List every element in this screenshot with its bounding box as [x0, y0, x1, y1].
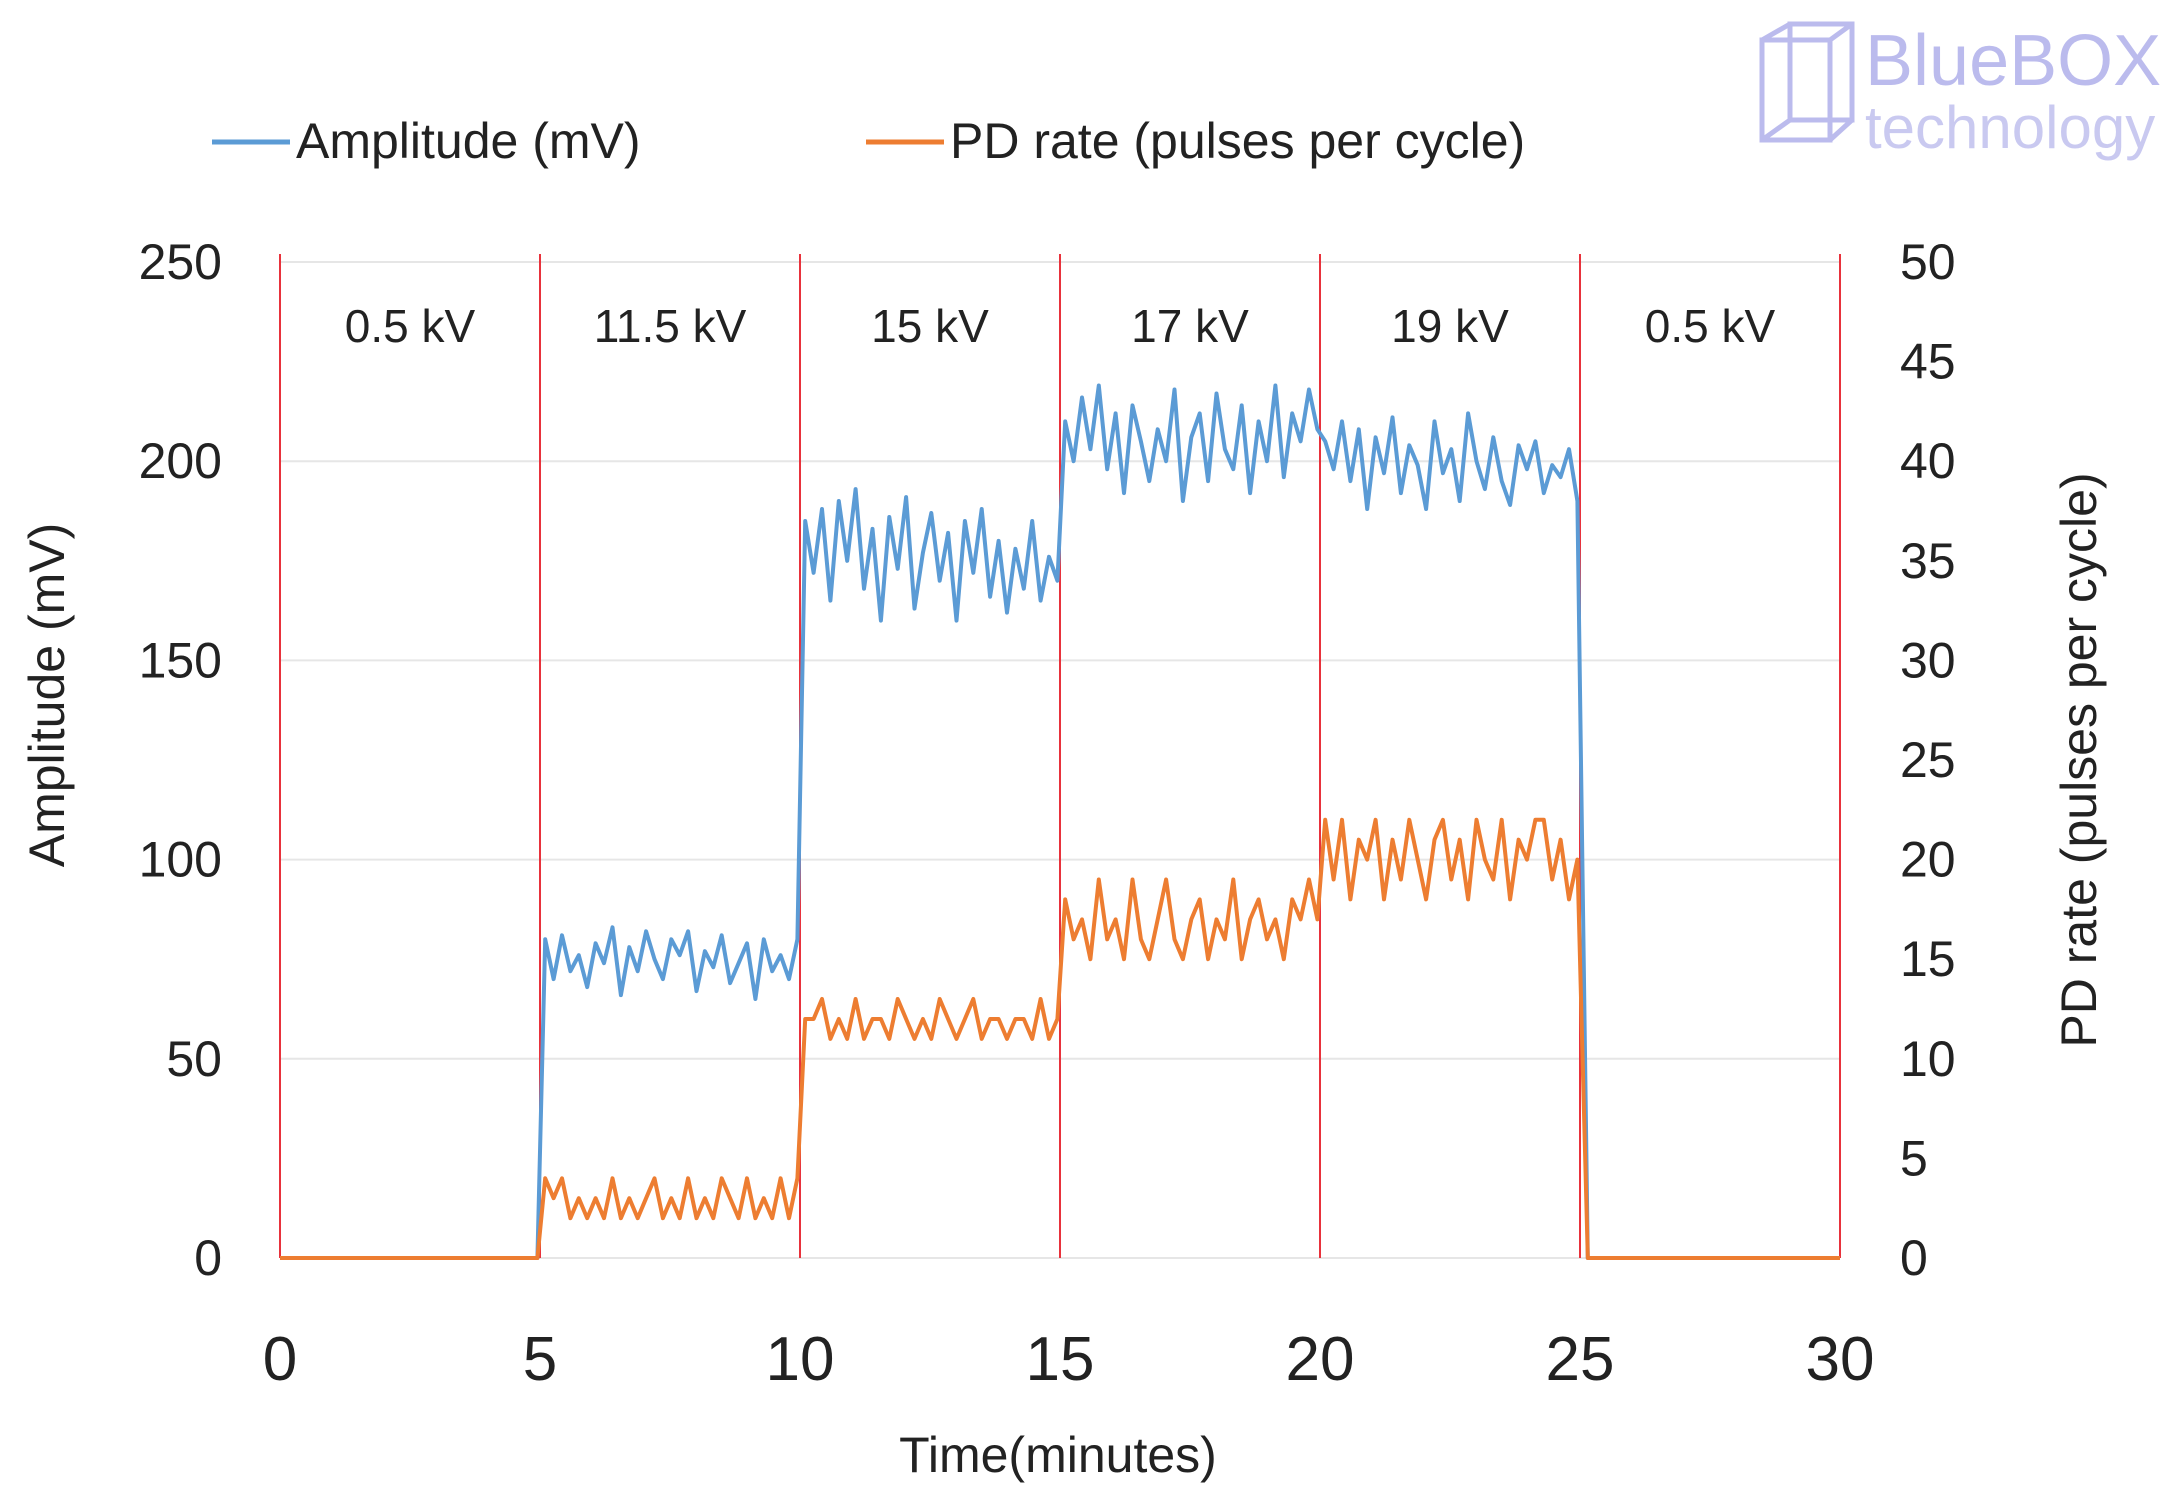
y-right-tick-label: 5	[1900, 1130, 1928, 1186]
y-right-tick-label: 50	[1900, 234, 1956, 290]
y-left-tick-label: 100	[139, 832, 222, 888]
voltage-segment-label: 11.5 kV	[594, 300, 747, 352]
y-right-tick-label: 35	[1900, 533, 1956, 589]
voltage-segment-label: 15 kV	[871, 300, 989, 352]
voltage-segment-label: 0.5 kV	[345, 300, 476, 352]
y-right-tick-label: 40	[1900, 433, 1956, 489]
y-left-tick-label: 0	[194, 1230, 222, 1286]
watermark: BlueBOX technology	[1759, 21, 2161, 161]
y-left-tick-label: 250	[139, 234, 222, 290]
y-right-axis-title: PD rate (pulses per cycle)	[2051, 472, 2107, 1047]
x-tick-label: 5	[523, 1325, 557, 1394]
y-left-tick-label: 200	[139, 433, 222, 489]
y-right-tick-label: 25	[1900, 732, 1956, 788]
y-right-tick-label: 20	[1900, 832, 1956, 888]
voltage-segment-label: 19 kV	[1391, 300, 1509, 352]
y-right-tick-label: 45	[1900, 334, 1956, 390]
x-tick-label: 30	[1806, 1325, 1875, 1394]
x-tick-label: 10	[766, 1325, 835, 1394]
series-lines	[280, 383, 1840, 1260]
y-right-tick-label: 15	[1900, 931, 1956, 987]
x-axis-title: Time(minutes)	[899, 1427, 1217, 1483]
y-right-tick-labels: 0 5 10 15 20 25 30 35 40 45 50	[1900, 234, 1956, 1286]
voltage-dividers	[279, 254, 1841, 1258]
y-right-tick-label: 30	[1900, 632, 1956, 688]
y-left-tick-labels: 0 50 100 150 200 250	[139, 234, 222, 1286]
voltage-segment-labels: 0.5 kV 11.5 kV 15 kV 17 kV 19 kV 0.5 kV	[345, 300, 1776, 352]
x-tick-label: 20	[1286, 1325, 1355, 1394]
watermark-line1: BlueBOX	[1865, 21, 2161, 101]
y-left-tick-label: 150	[139, 632, 222, 688]
y-left-axis-title: Amplitude (mV)	[19, 523, 75, 868]
voltage-segment-label: 17 kV	[1131, 300, 1249, 352]
x-tick-label: 15	[1026, 1325, 1095, 1394]
legend: Amplitude (mV) PD rate (pulses per cycle…	[212, 113, 1525, 169]
y-right-tick-label: 0	[1900, 1230, 1928, 1286]
legend-label-pd-rate: PD rate (pulses per cycle)	[950, 113, 1525, 169]
x-tick-label: 0	[263, 1325, 297, 1394]
voltage-segment-label: 0.5 kV	[1645, 300, 1776, 352]
legend-label-amplitude: Amplitude (mV)	[296, 113, 641, 169]
pd-rate-series-line	[280, 817, 1840, 1260]
y-right-tick-label: 10	[1900, 1031, 1956, 1087]
x-tick-labels: 0 5 10 15 20 25 30	[263, 1325, 1875, 1394]
x-tick-label: 25	[1546, 1325, 1615, 1394]
cube-logo-icon	[1759, 21, 1855, 143]
amplitude-series-line	[280, 383, 1840, 1260]
watermark-line2: technology	[1865, 94, 2155, 161]
y-left-tick-label: 50	[166, 1031, 222, 1087]
